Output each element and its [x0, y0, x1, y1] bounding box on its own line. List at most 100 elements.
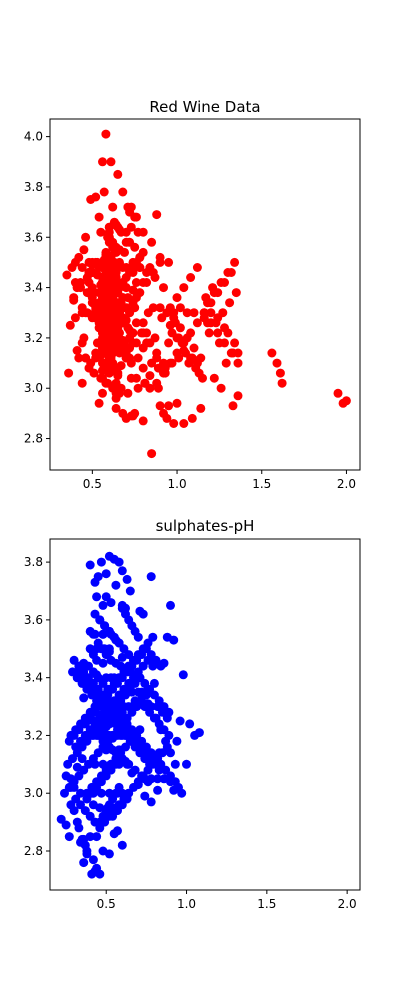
- scatter-point: [101, 378, 111, 388]
- scatter-point: [146, 797, 156, 807]
- scatter-point: [104, 232, 114, 242]
- scatter-point: [170, 759, 180, 769]
- scatter-point: [218, 308, 228, 318]
- scatter-point: [211, 318, 221, 328]
- scatter-point: [120, 338, 129, 348]
- x-tick-label: 1.5: [252, 477, 271, 491]
- scatter-point: [170, 318, 180, 328]
- chart-sulphates-ph: sulphates-pH 0.5 1.0 1.5 2.0 2.8 3.0 3.2 3.4 3.…: [24, 517, 361, 911]
- scatter-point: [185, 719, 195, 729]
- scatter-point: [65, 320, 75, 330]
- scatter-point: [204, 328, 214, 338]
- scatter-point: [203, 318, 212, 328]
- scatter-point: [230, 338, 240, 348]
- scatter-point: [82, 716, 92, 726]
- axes-frame: [49, 538, 361, 891]
- scatter-point: [172, 348, 182, 358]
- scatter-point: [121, 227, 131, 237]
- scatter-point: [84, 257, 94, 267]
- scatter-point: [77, 263, 87, 272]
- scatter-point: [149, 678, 159, 688]
- scatter-point: [192, 318, 202, 328]
- y-tick-label: 3.6: [24, 230, 43, 244]
- scatter-point: [94, 398, 104, 408]
- scatter-point: [111, 273, 121, 282]
- scatter-point: [98, 318, 107, 328]
- scatter-point: [165, 303, 175, 313]
- scatter-point: [70, 313, 80, 323]
- scatter-point: [138, 318, 148, 328]
- scatter-point: [123, 388, 133, 398]
- y-tick-label: 3.0: [24, 786, 43, 800]
- scatter-point: [225, 298, 235, 308]
- x-tick-label: 2.0: [337, 477, 356, 491]
- scatter-point: [178, 670, 188, 680]
- scatter-point: [104, 222, 114, 232]
- scatter-point: [123, 202, 133, 212]
- scatter-point: [159, 283, 168, 293]
- scatter-point: [135, 725, 145, 735]
- scatter-point: [145, 371, 155, 381]
- scatter-point: [64, 368, 74, 378]
- scatter-point: [152, 348, 162, 358]
- scatter-point: [147, 237, 157, 247]
- scatter-point: [192, 263, 202, 272]
- scatter-point: [137, 687, 147, 697]
- scatter-point: [156, 725, 166, 735]
- scatter-point: [155, 303, 165, 313]
- scatter-point: [189, 308, 199, 318]
- scatter-point: [230, 257, 240, 267]
- scatter-point: [72, 673, 82, 683]
- scatter-point: [116, 730, 126, 740]
- scatter-point: [133, 353, 143, 363]
- scatter-point: [72, 762, 82, 772]
- y-tick-label: 3.2: [24, 728, 43, 742]
- scatter-point: [169, 419, 179, 428]
- scatter-point: [152, 210, 162, 220]
- scatter-point: [104, 283, 114, 293]
- scatter-point: [84, 278, 94, 287]
- scatter-point: [172, 398, 182, 408]
- chart-red-wine: Red Wine Data 0.5 1.0 1.5 2.0 2.8 3.0 3.2 3.4 3…: [24, 98, 361, 491]
- scatter-point: [228, 401, 238, 411]
- scatter-point: [157, 313, 167, 323]
- scatter-point: [130, 408, 140, 418]
- scatter-point: [150, 333, 160, 343]
- scatter-point: [135, 263, 145, 272]
- x-tick-label: 0.5: [83, 477, 102, 491]
- scatter-point: [127, 687, 137, 697]
- y-tick-label: 3.8: [24, 180, 43, 194]
- scatter-point: [88, 716, 98, 726]
- scatter-point: [186, 273, 196, 282]
- scatter-point: [77, 378, 87, 388]
- scatter-point: [104, 313, 114, 323]
- scatter-point: [64, 832, 74, 842]
- scatter-point: [162, 742, 172, 752]
- scatter-point: [209, 373, 219, 383]
- scatter-point: [101, 722, 111, 732]
- scatter-point: [181, 348, 190, 358]
- scatter-point: [275, 368, 285, 378]
- scatter-point: [167, 328, 177, 338]
- scatter-point: [152, 378, 162, 388]
- scatter-point: [164, 257, 174, 267]
- y-tick-label: 2.8: [24, 432, 43, 446]
- scatter-point: [135, 252, 145, 262]
- scatter-point: [90, 759, 100, 769]
- scatter-point: [56, 814, 66, 824]
- scatter-point: [162, 713, 172, 723]
- scatter-point: [122, 574, 132, 584]
- scatter-point: [153, 774, 163, 784]
- scatter-point: [147, 358, 157, 368]
- axes-frame: [49, 118, 361, 471]
- scatter-point: [98, 736, 108, 746]
- scatter-point: [140, 791, 150, 801]
- scatter-point: [128, 285, 138, 295]
- scatter-point: [82, 288, 92, 298]
- scatter-point: [82, 794, 92, 804]
- scatter-point: [98, 759, 108, 769]
- scatter-point: [108, 202, 118, 212]
- scatter-point: [98, 388, 107, 398]
- scatter-point: [113, 169, 123, 179]
- scatter-point: [130, 696, 140, 706]
